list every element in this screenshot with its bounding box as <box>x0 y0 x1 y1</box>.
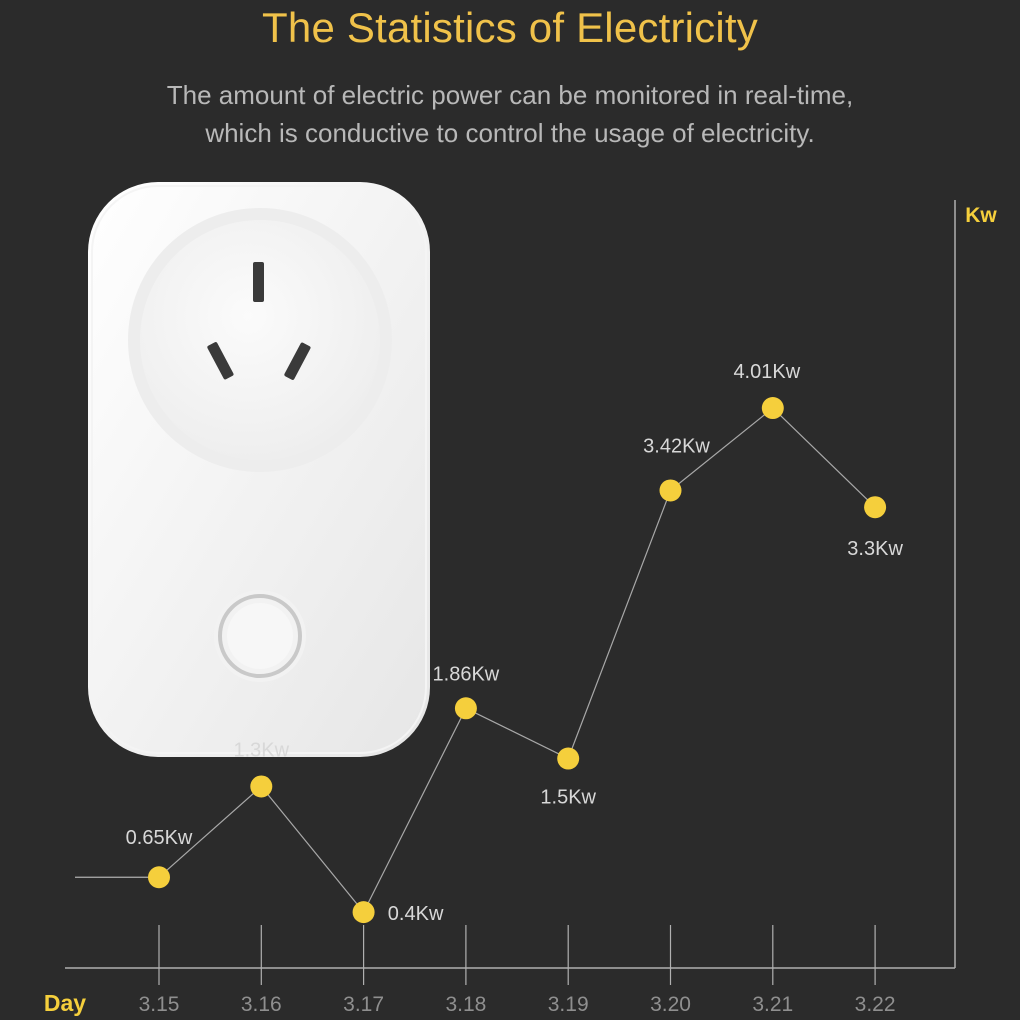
data-label: 3.3Kw <box>847 538 903 560</box>
x-tick-label: 3.21 <box>752 993 793 1016</box>
socket-slot-top <box>253 262 264 302</box>
socket-slot-right <box>284 342 311 380</box>
data-point <box>864 496 887 519</box>
data-point <box>250 775 273 798</box>
socket-slot-left <box>207 342 234 380</box>
x-axis-label: Day <box>44 990 86 1016</box>
subtitle-line-1: The amount of electric power can be moni… <box>166 80 854 110</box>
x-tick-label: 3.18 <box>445 993 486 1016</box>
data-label: 0.65Kw <box>126 827 193 849</box>
x-tick-label: 3.16 <box>241 993 282 1016</box>
socket-face <box>140 220 380 460</box>
subtitle-line-2: which is conductive to control the usage… <box>205 118 815 148</box>
data-point <box>454 697 477 720</box>
data-label: 1.86Kw <box>433 663 500 685</box>
data-point <box>352 901 375 924</box>
x-tick-label: 3.17 <box>343 993 384 1016</box>
x-tick-label: 3.22 <box>855 993 896 1016</box>
data-point <box>761 397 784 420</box>
data-point <box>659 479 682 502</box>
data-point <box>557 747 580 770</box>
power-button-icon <box>214 590 306 682</box>
x-tick-label: 3.15 <box>139 993 180 1016</box>
series-line <box>158 407 876 914</box>
data-label: 1.3Kw <box>234 739 290 761</box>
x-tick-label: 3.20 <box>650 993 691 1016</box>
x-tick-label: 3.19 <box>548 993 589 1016</box>
data-point <box>148 866 170 889</box>
y-axis-label: Kw <box>965 204 997 227</box>
data-label: 0.4Kw <box>388 903 444 925</box>
smart-plug-icon <box>88 182 430 757</box>
data-label: 3.42Kw <box>643 435 710 457</box>
page-title: The Statistics of Electricity <box>262 4 758 51</box>
data-label: 4.01Kw <box>733 361 800 383</box>
data-label: 1.5Kw <box>540 787 596 809</box>
page-subtitle: The amount of electric power can be moni… <box>0 76 1020 152</box>
